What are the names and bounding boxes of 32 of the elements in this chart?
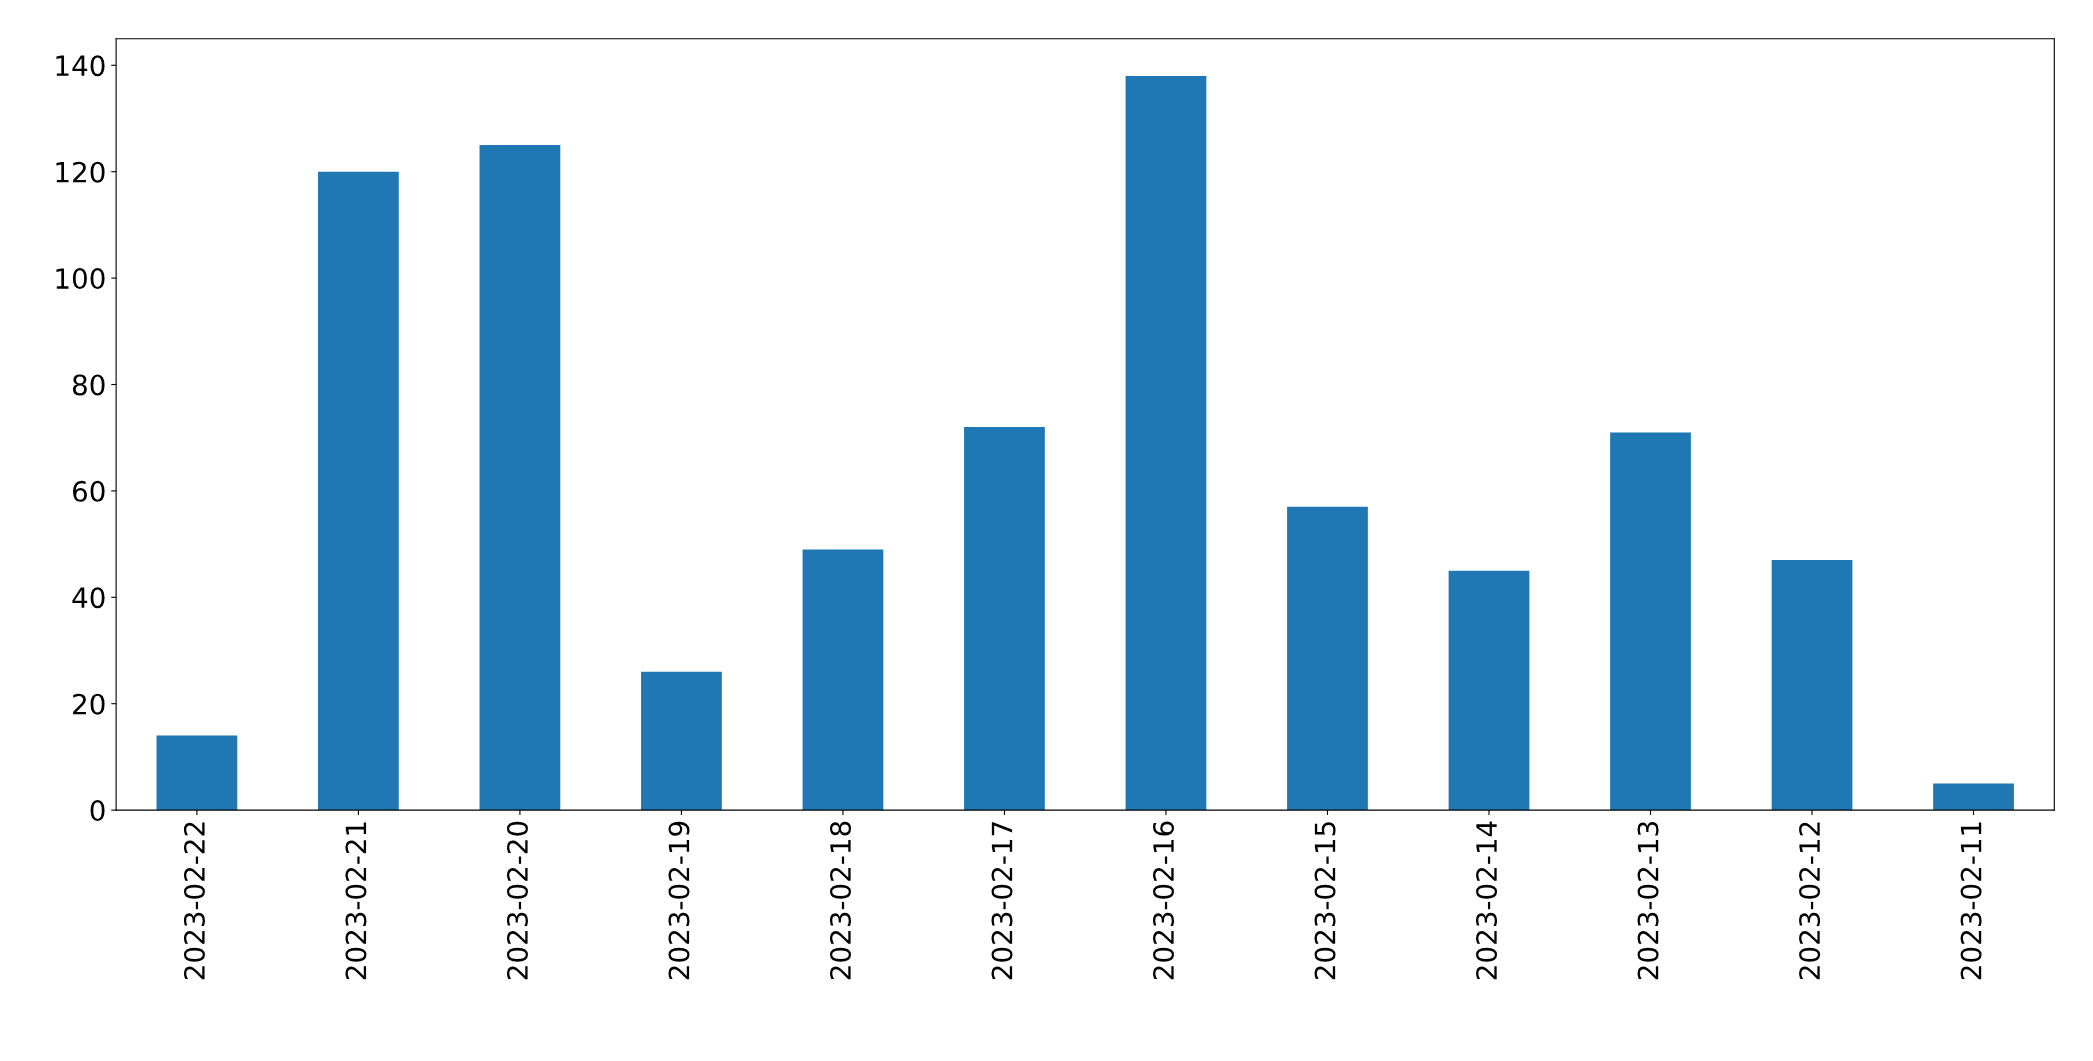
bar [1448,570,1530,811]
y-tick-label: 140 [56,55,105,77]
bar [1287,506,1368,811]
x-tick-label: 2023-02-13 [1637,822,1659,980]
y-tick-label: 80 [72,374,105,396]
bar [1125,75,1207,811]
y-tick-label: 40 [72,587,105,609]
y-tick-label: 60 [73,480,105,502]
x-tick-label: 2023-02-21 [345,822,367,980]
bar [1610,432,1691,811]
y-tick-label: 100 [56,268,105,290]
x-tick-label: 2023-02-18 [829,821,851,980]
y-tick-label: 0 [90,800,105,822]
y-tick-label: 20 [73,693,105,715]
bar [802,549,884,811]
x-tick-label: 2023-02-12 [1799,822,1821,980]
x-tick-label: 2023-02-16 [1153,821,1175,980]
bar [641,671,722,811]
x-tick-label: 2023-02-19 [668,821,690,980]
bar [964,427,1045,811]
x-tick-label: 2023-02-22 [183,822,205,980]
bar [479,145,561,811]
bar [1933,783,2014,811]
bar [1771,560,1853,811]
x-tick-label: 2023-02-20 [506,821,528,980]
bar [318,171,399,811]
x-tick-label: 2023-02-11 [1960,822,1982,980]
y-tick-label: 120 [56,161,105,183]
x-tick-label: 2023-02-15 [1314,822,1336,980]
bar [156,735,238,811]
x-tick-label: 2023-02-17 [991,822,1013,980]
x-tick-label: 2023-02-14 [1476,821,1498,980]
